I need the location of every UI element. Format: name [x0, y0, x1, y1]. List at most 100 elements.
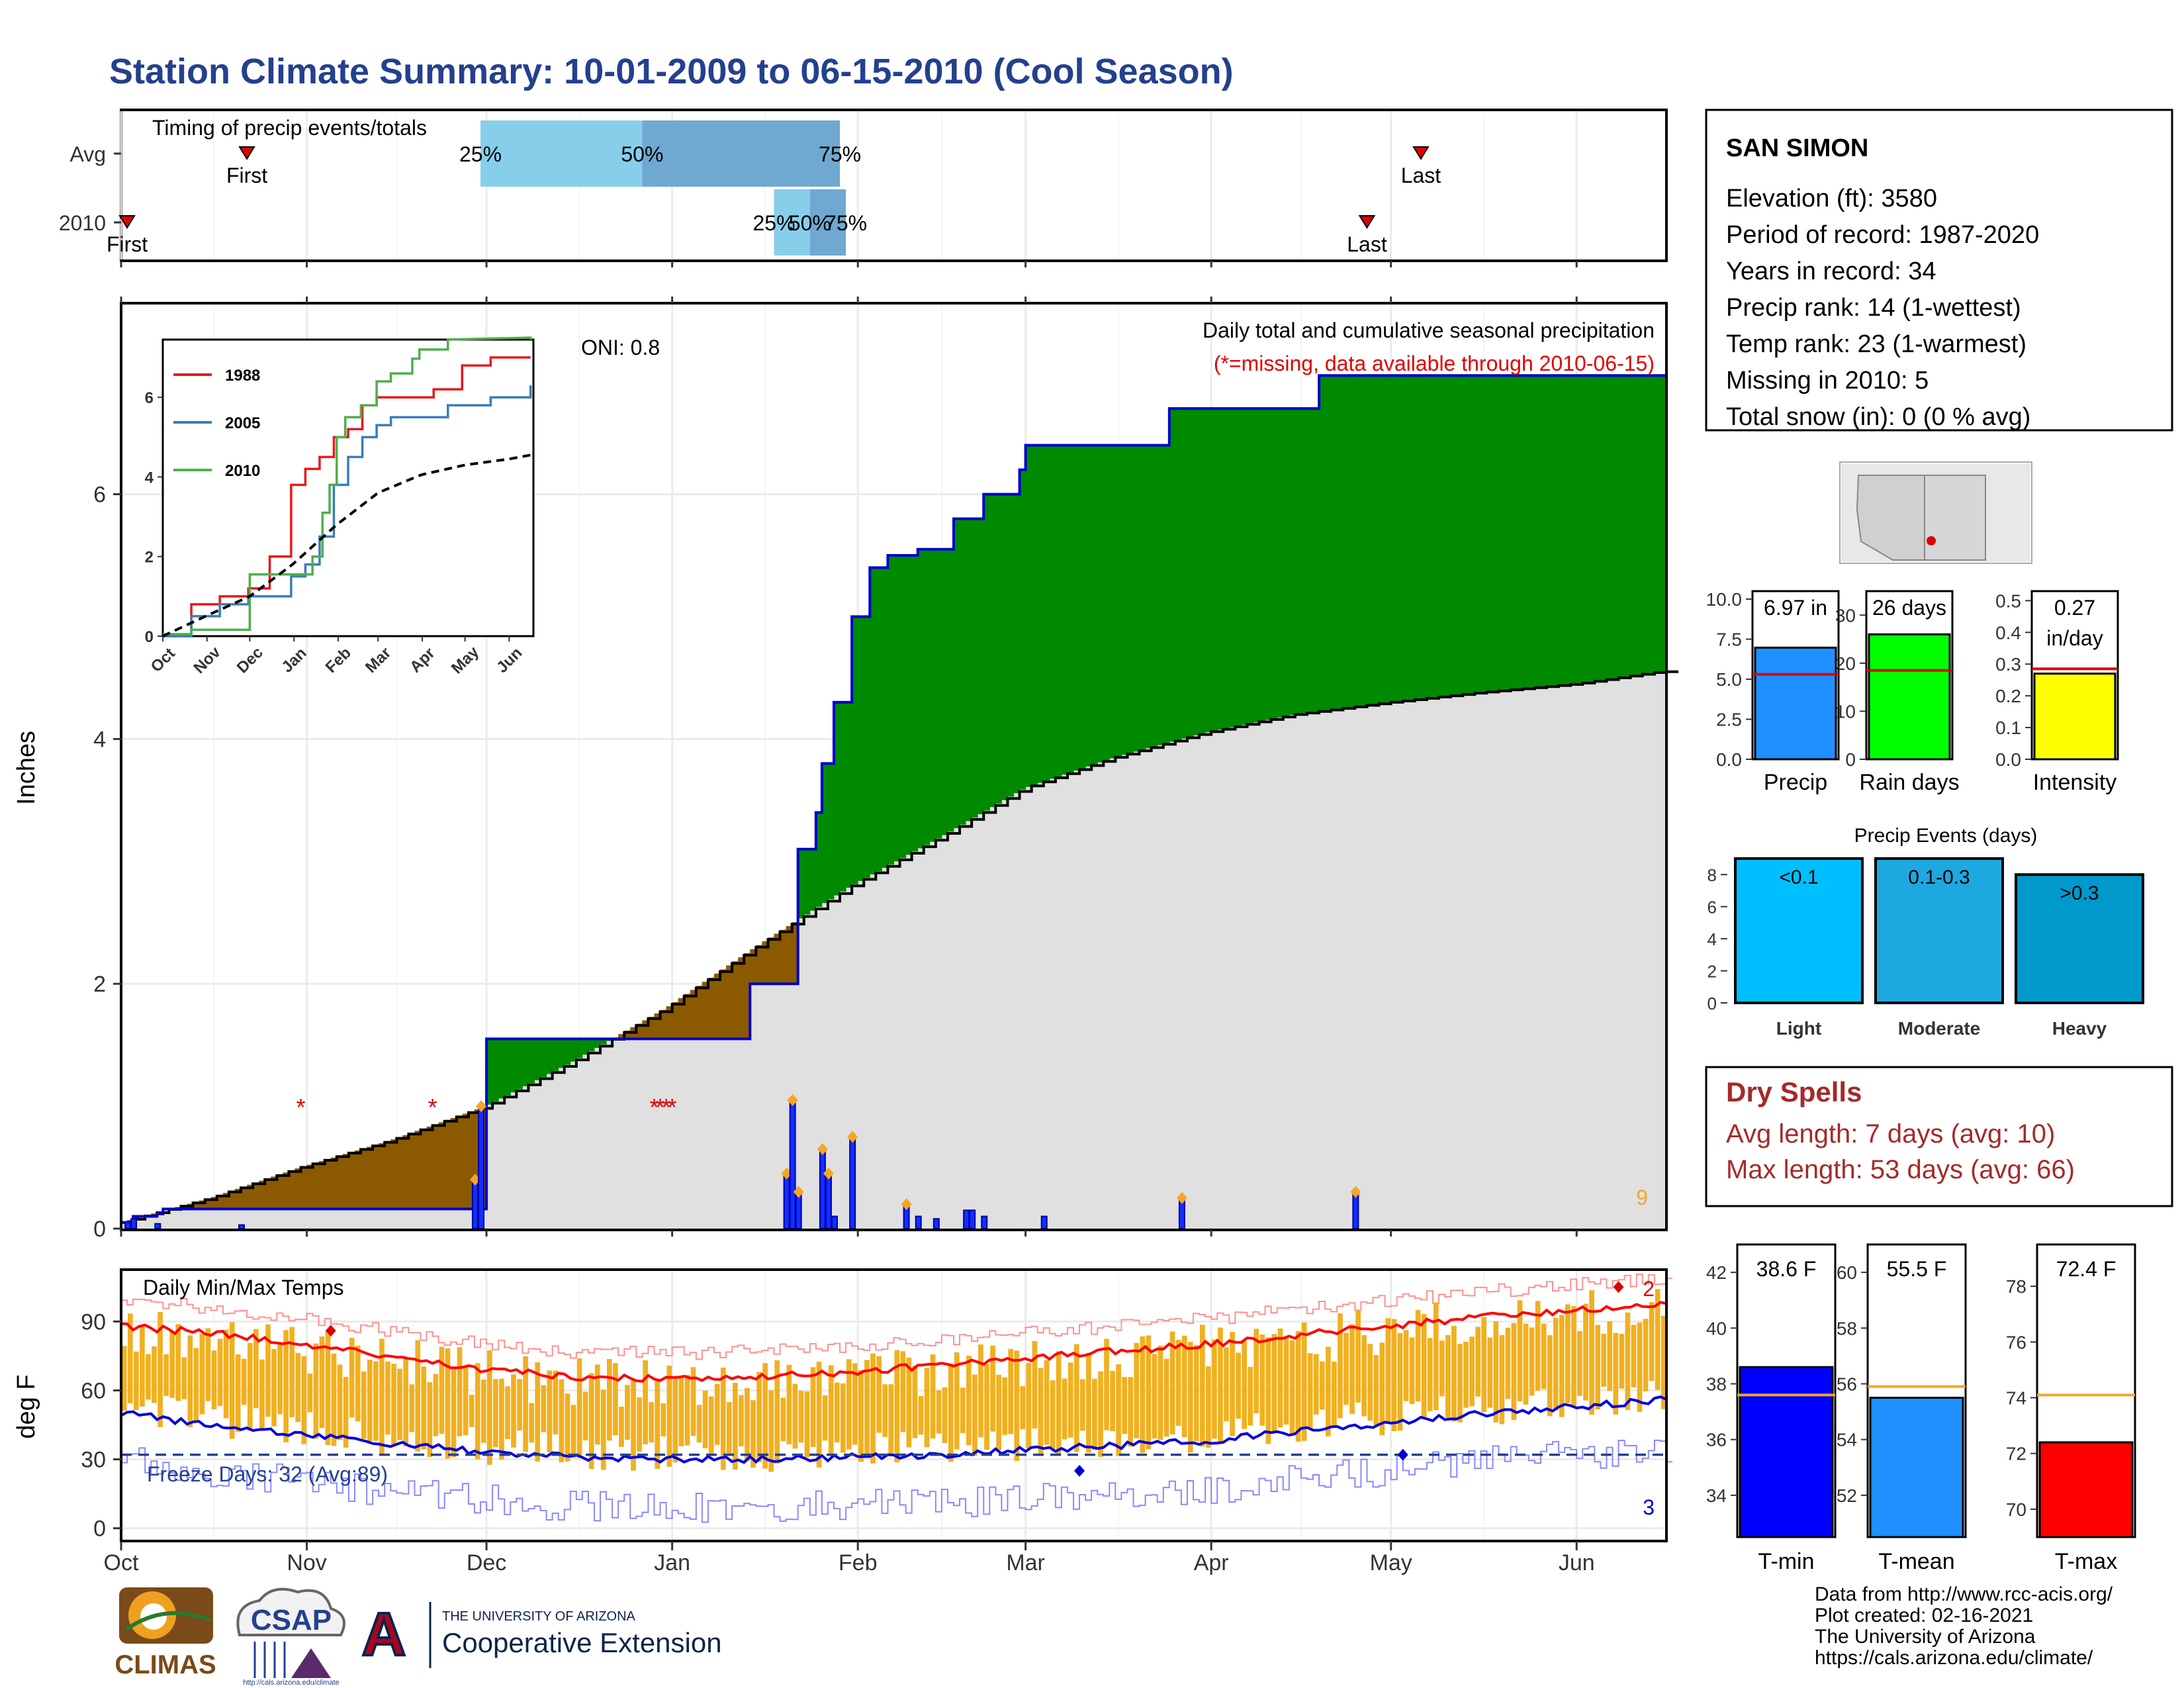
- departure-area: [228, 1190, 236, 1209]
- departure-area: [1325, 375, 1332, 711]
- missing-day-icon: *: [649, 1094, 659, 1121]
- month-label: Nov: [287, 1550, 326, 1575]
- mini-chart-label: Intensity: [2033, 770, 2117, 795]
- daily-temp-bar: [1469, 1336, 1475, 1407]
- daily-temp-bar: [247, 1342, 253, 1431]
- temp-summary-ytick-label: 34: [1706, 1485, 1727, 1506]
- daily-temp-bar: [205, 1328, 211, 1401]
- daily-temp-bar: [355, 1345, 361, 1422]
- departure-area: [1181, 408, 1188, 739]
- daily-temp-bar: [1199, 1325, 1205, 1447]
- month-axis: Oct Nov Dec Jan Feb Mar Apr May Jun: [104, 261, 1595, 1575]
- daily-temp-bar: [517, 1379, 522, 1431]
- departure-area: [1031, 445, 1038, 785]
- mini-chart-ytick-label: 20: [1835, 653, 1856, 674]
- daily-precip-bar: [825, 1172, 832, 1229]
- daily-temp-bar: [1169, 1331, 1175, 1434]
- daily-temp-bar: [265, 1324, 271, 1417]
- departure-area: [696, 986, 703, 1039]
- daily-temp-bar: [1547, 1335, 1553, 1417]
- daily-temp-bar: [1307, 1353, 1313, 1429]
- departure-area: [1642, 375, 1649, 675]
- daily-temp-bar: [846, 1359, 852, 1450]
- departure-area: [809, 849, 817, 911]
- temp-summary-ytick-label: 70: [2006, 1499, 2026, 1520]
- departure-area: [1049, 445, 1056, 779]
- daily-temp-bar: [1295, 1331, 1301, 1442]
- daily-temp-bar: [852, 1363, 858, 1445]
- departure-area: [720, 969, 727, 1039]
- departure-area: [690, 990, 697, 1039]
- temp-ytick-label: 0: [93, 1517, 106, 1542]
- missing-day-icon: *: [662, 1094, 671, 1121]
- departure-area: [265, 1178, 271, 1209]
- daily-temp-bar: [1475, 1327, 1480, 1397]
- daily-temp-bar: [1391, 1319, 1397, 1432]
- daily-temp-bar: [421, 1366, 427, 1450]
- event-marker-icon: [787, 1094, 798, 1106]
- daily-temp-bar: [486, 1350, 492, 1465]
- missing-note: (*=missing, data available through 2010-…: [1214, 352, 1655, 375]
- departure-area: [995, 494, 1003, 804]
- departure-area: [1570, 375, 1577, 684]
- daily-temp-bar: [373, 1361, 379, 1441]
- daily-temp-bar: [631, 1380, 636, 1471]
- departure-area: [1390, 375, 1398, 702]
- low-record-count: 3: [1643, 1495, 1655, 1519]
- departure-area: [1313, 408, 1320, 712]
- precip-event-bar: [1874, 857, 2004, 1004]
- daily-temp-bar: [319, 1336, 325, 1429]
- departure-area: [1133, 445, 1140, 752]
- daily-temp-bar: [912, 1366, 918, 1438]
- departure-area: [1103, 445, 1110, 761]
- temp-summary-ytick-label: 76: [2006, 1332, 2026, 1352]
- departure-area: [636, 1023, 643, 1039]
- daily-precip-bar: [789, 1099, 796, 1229]
- daily-temp-bar: [894, 1350, 900, 1463]
- departure-area: [1109, 445, 1116, 759]
- precip-ylabel: Inches: [13, 731, 40, 805]
- departure-area: [1553, 375, 1559, 686]
- daily-temp-bar: [792, 1383, 798, 1449]
- daily-temp-bar: [1319, 1361, 1325, 1410]
- departure-area: [1115, 445, 1122, 757]
- departure-area: [1660, 375, 1667, 672]
- daily-temp-bar: [625, 1385, 630, 1440]
- daily-temp-bar: [289, 1327, 295, 1417]
- departure-area: [486, 1039, 493, 1105]
- missing-day-icon: *: [296, 1094, 306, 1121]
- departure-area: [570, 1039, 577, 1062]
- departure-area: [744, 953, 751, 1039]
- precip-event-count: 9: [1636, 1186, 1648, 1209]
- mini-chart-ytick-label: 2.5: [1716, 710, 1742, 730]
- daily-temp-bar: [1499, 1335, 1505, 1425]
- daily-temp-bar: [1409, 1337, 1415, 1405]
- departure-area: [361, 1149, 367, 1209]
- departure-area: [402, 1135, 410, 1209]
- daily-temp-bar: [1253, 1329, 1259, 1414]
- departure-area: [876, 567, 882, 872]
- departure-area: [966, 518, 972, 821]
- departure-area: [1349, 375, 1355, 708]
- daily-temp-bar: [337, 1364, 343, 1440]
- daily-temp-bar: [804, 1391, 810, 1458]
- departure-area: [1253, 408, 1260, 723]
- daily-temp-bar: [942, 1387, 948, 1443]
- daily-temp-bar: [1020, 1386, 1026, 1430]
- daily-temp-bar: [1056, 1351, 1062, 1456]
- departure-area: [1498, 375, 1506, 691]
- daily-temp-bar: [235, 1354, 241, 1432]
- timing-q25-q50-bar: [480, 120, 643, 187]
- departure-area: [792, 922, 799, 984]
- daily-temp-bar: [1271, 1334, 1277, 1432]
- credit-line: The University of Arizona: [1815, 1626, 2036, 1648]
- departure-area: [385, 1141, 391, 1209]
- daily-temp-bar: [1493, 1321, 1499, 1423]
- dry-spells-avg: Avg length: 7 days (avg: 10): [1726, 1119, 2055, 1149]
- csap-logo-url: http://cals.arizona.edu/climate: [243, 1679, 340, 1687]
- daily-temp-bar: [152, 1346, 157, 1403]
- daily-temp-bar: [445, 1348, 451, 1459]
- daily-temp-bar: [1655, 1289, 1661, 1390]
- departure-area: [1211, 408, 1218, 731]
- daily-temp-bar: [511, 1374, 516, 1448]
